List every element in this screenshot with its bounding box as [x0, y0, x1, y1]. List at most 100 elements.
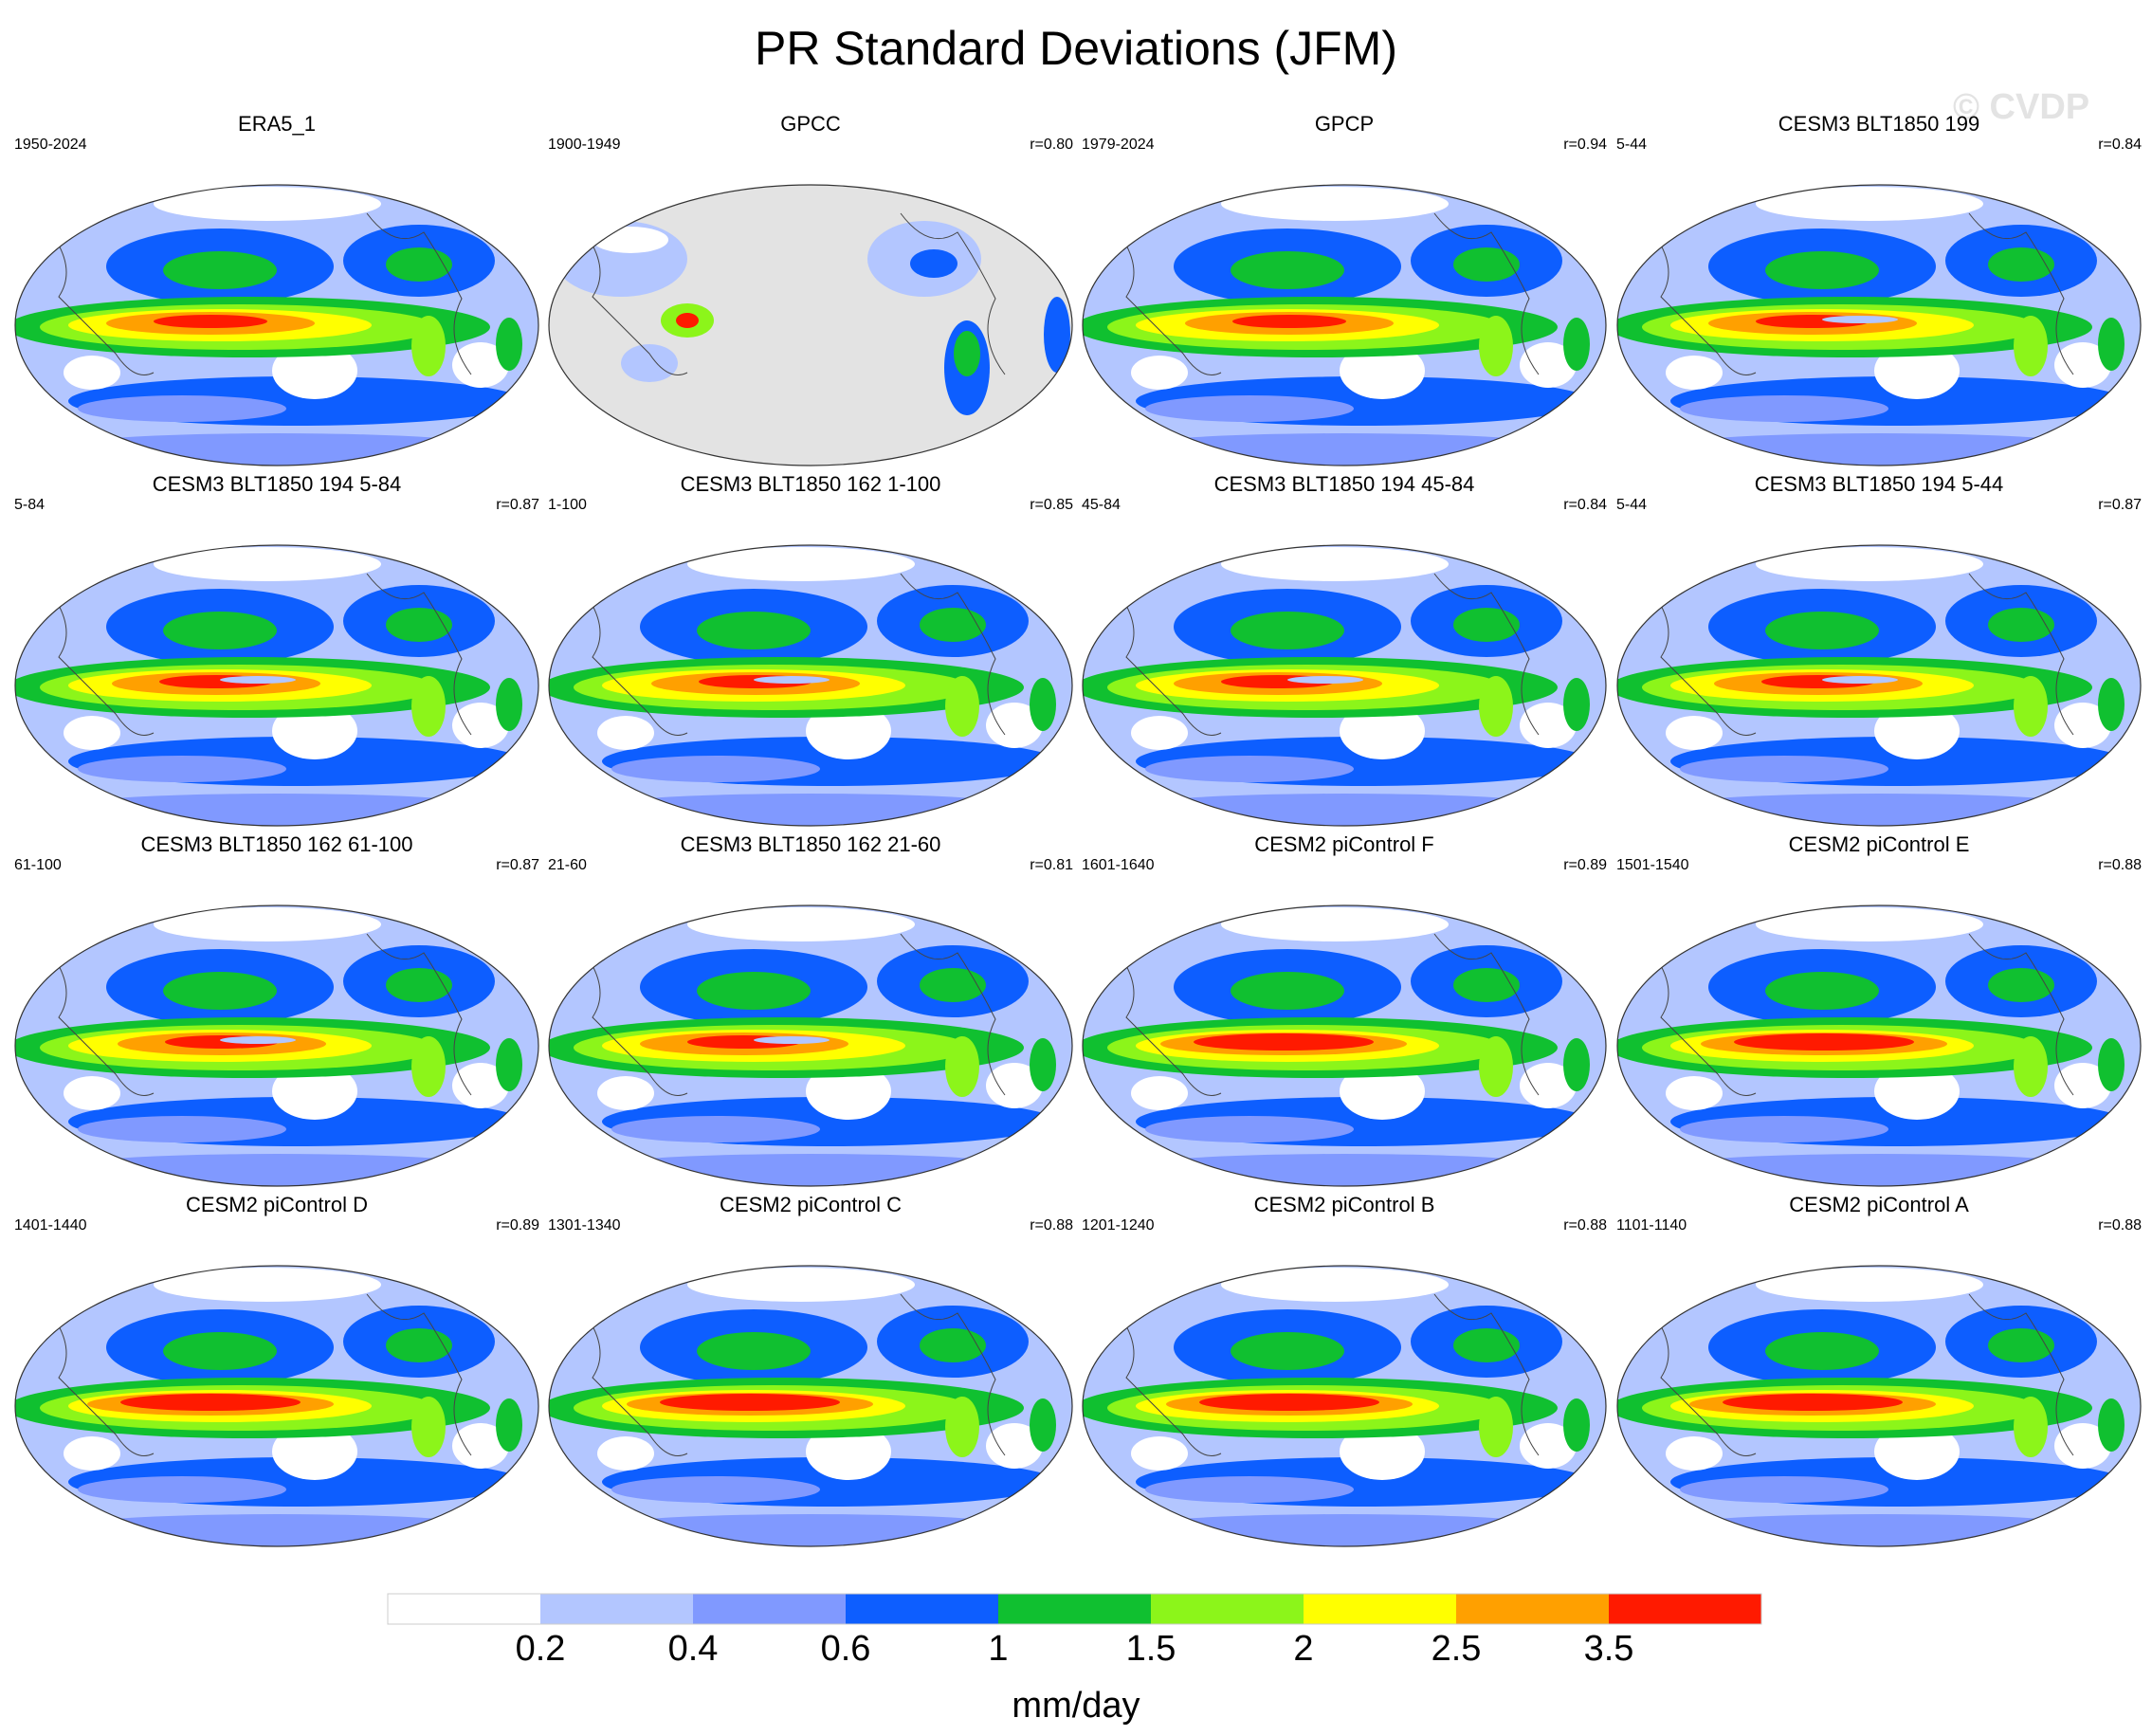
map-projection	[548, 544, 1073, 827]
panel-title: ERA5_1	[238, 112, 316, 136]
panel-years: 61-100	[14, 857, 62, 873]
panel-correlation: r=0.88	[1563, 1217, 1607, 1233]
panel-correlation: r=0.88	[2098, 857, 2142, 873]
panel-correlation: r=0.81	[1030, 857, 1073, 873]
map-projection	[14, 184, 539, 466]
panel-title: CESM2 piControl E	[1788, 832, 1970, 856]
panel-years: 1950-2024	[14, 137, 87, 153]
map-projection	[548, 905, 1073, 1187]
figure-title: PR Standard Deviations (JFM)	[754, 22, 1397, 75]
map-panel: CESM2 piControl D 1401-1440 r=0.89	[11, 1193, 542, 1553]
colorbar-segment	[388, 1594, 540, 1624]
panel-title: CESM3 BLT1850 194 45-84	[1213, 472, 1475, 496]
colorbar-segment	[998, 1594, 1151, 1624]
panel-title: CESM2 piControl D	[186, 1193, 368, 1216]
panel-years: 1-100	[548, 497, 587, 513]
colorbar-tick-label: 1.5	[1125, 1629, 1176, 1669]
colorbar-tick-label: 1	[988, 1629, 1009, 1669]
map-projection	[1082, 544, 1607, 827]
panel-title: GPCP	[1314, 112, 1375, 136]
panel-title: CESM3 BLT1850 194 5-44	[1754, 472, 2004, 496]
panel-title: CESM3 BLT1850 199	[1778, 112, 1980, 136]
map-panel: CESM2 piControl B 1201-1240 r=0.88	[1079, 1193, 1610, 1553]
colorbar-segment	[1456, 1594, 1609, 1624]
panel-years: 45-84	[1082, 497, 1121, 513]
colorbar-tick-label: 2	[1293, 1629, 1314, 1669]
panel-title: CESM3 BLT1850 162 61-100	[140, 832, 413, 856]
map-panel: GPCC 1900-1949 r=0.80	[545, 112, 1076, 472]
map-projection	[1616, 184, 2142, 466]
panel-title: CESM3 BLT1850 162 21-60	[680, 832, 941, 856]
map-panel: CESM2 piControl F 1601-1640 r=0.89	[1079, 832, 1610, 1193]
map-panel: CESM2 piControl A 1101-1140 r=0.88	[1614, 1193, 2144, 1553]
panel-title: CESM2 piControl A	[1789, 1193, 1969, 1216]
panel-correlation: r=0.85	[1030, 497, 1073, 513]
panel-years: 5-84	[14, 497, 46, 513]
panel-correlation: r=0.87	[496, 857, 539, 873]
map-panel: CESM2 piControl C 1301-1340 r=0.88	[545, 1193, 1076, 1553]
panel-title: CESM2 piControl C	[720, 1193, 902, 1216]
map-panel: CESM3 BLT1850 194 45-84 45-84 r=0.84	[1079, 472, 1610, 832]
map-panel: CESM3 BLT1850 199 5-44 r=0.84	[1614, 112, 2144, 472]
map-projection	[1616, 905, 2142, 1187]
panel-correlation: r=0.88	[2098, 1217, 2142, 1233]
panel-correlation: r=0.84	[1563, 497, 1607, 513]
map-panel: CESM3 BLT1850 194 5-84 5-84 r=0.87	[11, 472, 542, 832]
map-projection	[14, 544, 539, 827]
panel-title: CESM3 BLT1850 162 1-100	[680, 472, 941, 496]
panel-years: 5-44	[1616, 137, 1648, 153]
colorbar-segment	[693, 1594, 846, 1624]
map-projection	[1082, 905, 1607, 1187]
map-panel: GPCP 1979-2024 r=0.94	[1079, 112, 1610, 472]
map-projection	[1082, 1265, 1607, 1547]
map-panel: ERA5_1 1950-2024	[11, 112, 542, 472]
map-panel: CESM3 BLT1850 162 61-100 61-100 r=0.87	[11, 832, 542, 1193]
panel-correlation: r=0.94	[1563, 137, 1607, 153]
colorbar	[387, 1593, 1762, 1625]
colorbar-tick-label: 0.6	[820, 1629, 871, 1669]
watermark: © CVDP	[1953, 87, 2090, 127]
panel-years: 1201-1240	[1082, 1217, 1155, 1233]
colorbar-tick-label: 3.5	[1583, 1629, 1634, 1669]
panel-years: 21-60	[548, 857, 587, 873]
panel-years: 1501-1540	[1616, 857, 1689, 873]
panel-title: CESM3 BLT1850 194 5-84	[152, 472, 402, 496]
panel-years: 1301-1340	[548, 1217, 621, 1233]
panel-correlation: r=0.87	[496, 497, 539, 513]
colorbar-label: mm/day	[1012, 1686, 1140, 1726]
map-projection	[548, 184, 1073, 466]
panel-years: 1900-1949	[548, 137, 621, 153]
panel-years: 1979-2024	[1082, 137, 1155, 153]
map-projection	[1082, 184, 1607, 466]
map-projection	[14, 905, 539, 1187]
panel-correlation: r=0.84	[2098, 137, 2142, 153]
colorbar-tick-label: 0.2	[515, 1629, 566, 1669]
colorbar-segment	[1151, 1594, 1304, 1624]
map-projection	[14, 1265, 539, 1547]
map-panel: CESM3 BLT1850 194 5-44 5-44 r=0.87	[1614, 472, 2144, 832]
colorbar-segment	[1609, 1594, 1761, 1624]
colorbar-segment	[1304, 1594, 1456, 1624]
map-projection	[548, 1265, 1073, 1547]
panel-correlation: r=0.88	[1030, 1217, 1073, 1233]
panel-years: 1601-1640	[1082, 857, 1155, 873]
map-projection	[1616, 544, 2142, 827]
map-panel: CESM3 BLT1850 162 1-100 1-100 r=0.85	[545, 472, 1076, 832]
panel-title: CESM2 piControl B	[1253, 1193, 1435, 1216]
panel-years: 1101-1140	[1616, 1217, 1687, 1233]
panel-correlation: r=0.80	[1030, 137, 1073, 153]
panel-correlation: r=0.89	[1563, 857, 1607, 873]
colorbar-segment	[540, 1594, 693, 1624]
map-projection	[1616, 1265, 2142, 1547]
colorbar-segment	[846, 1594, 998, 1624]
panel-title: CESM2 piControl F	[1254, 832, 1434, 856]
map-panel: CESM2 piControl E 1501-1540 r=0.88	[1614, 832, 2144, 1193]
panel-title: GPCC	[780, 112, 841, 136]
panel-correlation: r=0.89	[496, 1217, 539, 1233]
colorbar-tick-label: 0.4	[667, 1629, 719, 1669]
panel-years: 5-44	[1616, 497, 1648, 513]
panel-years: 1401-1440	[14, 1217, 87, 1233]
colorbar-tick-label: 2.5	[1431, 1629, 1482, 1669]
panel-correlation: r=0.87	[2098, 497, 2142, 513]
map-panel: CESM3 BLT1850 162 21-60 21-60 r=0.81	[545, 832, 1076, 1193]
